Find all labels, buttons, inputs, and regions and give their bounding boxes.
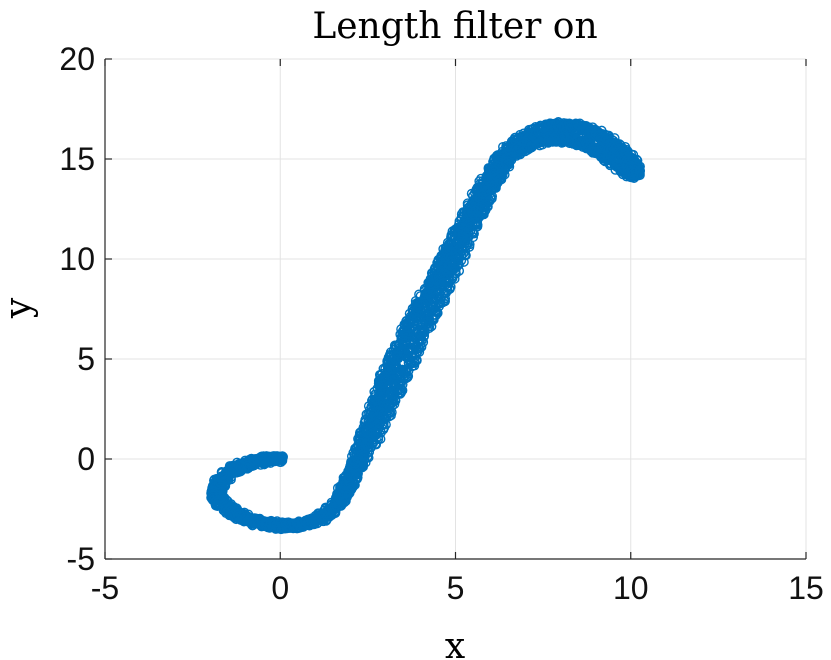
data-point	[352, 469, 363, 480]
y-tick-label: 20	[59, 41, 95, 77]
y-tick-label: 10	[59, 241, 95, 277]
data-point	[384, 411, 395, 422]
x-tick-label: 0	[271, 570, 289, 606]
x-axis-label: x	[445, 626, 465, 660]
tick-labels: -5 0 5 10 15 -5 0 5 10 15 20	[59, 41, 823, 606]
chart-title: Length filter on	[312, 6, 597, 47]
data-point	[449, 258, 459, 269]
data-point	[335, 489, 346, 500]
y-tick-label: 15	[59, 141, 95, 177]
data-point	[334, 494, 345, 504]
data-point	[414, 343, 424, 354]
y-tick-label: 5	[77, 341, 95, 377]
y-tick-label: 0	[77, 441, 95, 477]
x-tick-label: 10	[613, 570, 649, 606]
x-tick-label: 15	[788, 570, 824, 606]
scatter-series	[206, 117, 646, 535]
y-axis-label: y	[0, 297, 39, 319]
axes	[104, 58, 807, 560]
y-tick-label: -5	[67, 541, 95, 577]
data-point	[570, 120, 581, 131]
data-point	[455, 239, 466, 249]
data-point	[477, 209, 488, 220]
x-tick-label: -5	[91, 570, 119, 606]
x-tick-label: 5	[447, 570, 465, 606]
data-point	[462, 237, 473, 248]
